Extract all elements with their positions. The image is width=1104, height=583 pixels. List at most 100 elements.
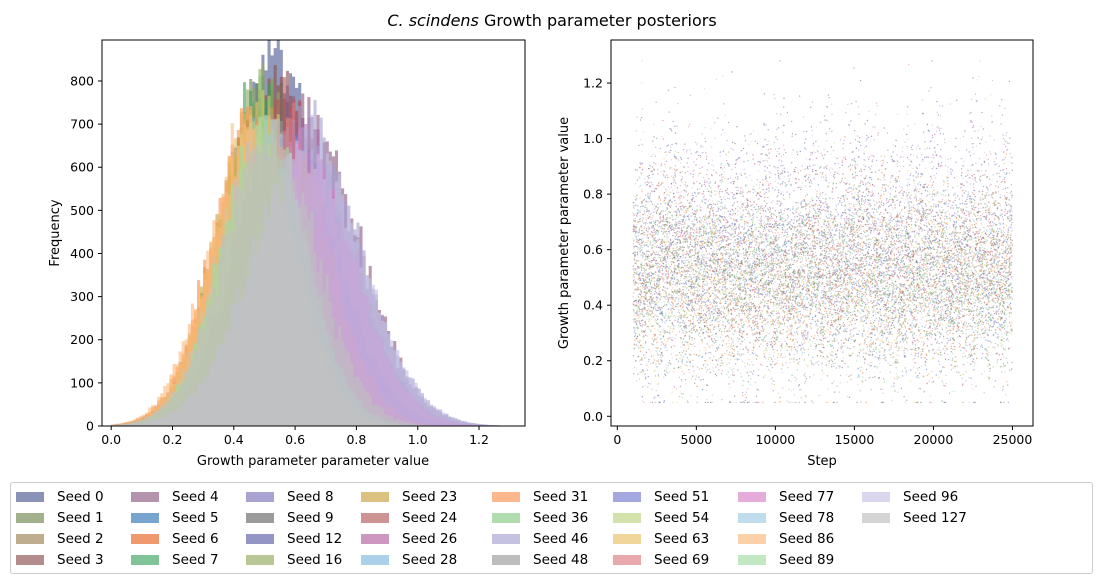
right-y-axis-label: Growth parameter parameter value (557, 117, 572, 349)
legend-label: Seed 96 (903, 489, 959, 505)
legend-item: Seed 9 (246, 508, 334, 528)
legend-item: Seed 28 (361, 550, 457, 570)
legend-swatch (246, 492, 274, 502)
legend-item: Seed 54 (613, 508, 709, 528)
legend-swatch (131, 555, 159, 565)
legend-item: Seed 36 (492, 508, 588, 528)
legend-label: Seed 16 (287, 552, 343, 568)
trace-points-path (632, 101, 1013, 395)
legend-label: Seed 127 (903, 510, 967, 526)
legend-swatch (16, 555, 44, 565)
right-plot: 0 5000 10000 15000 20000 25000 0.00.20.40.60.… (557, 39, 1034, 469)
legend-label: Seed 36 (533, 510, 589, 526)
legend-item: Seed 16 (246, 550, 342, 570)
trace-points-path (632, 113, 1013, 404)
trace-series (632, 101, 1013, 395)
trace-series (632, 140, 1013, 404)
x-tick-label: 5000 (680, 432, 712, 447)
legend-item: Seed 4 (131, 487, 219, 507)
histogram-series (111, 118, 437, 426)
legend-swatch (361, 555, 389, 565)
legend-label: Seed 78 (779, 510, 835, 526)
legend-swatch (613, 534, 641, 544)
right-x-ticks: 0 5000 10000 15000 20000 25000 (613, 426, 1032, 447)
legend-swatch (246, 513, 274, 523)
legend-swatch (131, 492, 159, 502)
y-tick-label: 500 (70, 203, 94, 218)
legend-item: Seed 69 (613, 550, 709, 570)
trace-points-path (632, 140, 1013, 404)
legend-item: Seed 78 (738, 508, 834, 528)
x-tick-label: 0 (613, 432, 621, 447)
legend-swatch (862, 513, 890, 523)
legend-label: Seed 54 (654, 510, 710, 526)
legend-swatch (16, 513, 44, 523)
x-tick-label: 0.2 (163, 432, 183, 447)
x-tick-label: 0.4 (224, 432, 244, 447)
legend-label: Seed 0 (57, 489, 104, 505)
legend-swatch (613, 555, 641, 565)
x-tick-label: 25000 (993, 432, 1033, 447)
trace-points-path (632, 60, 1013, 404)
legend-item: Seed 51 (613, 487, 709, 507)
trace-series (632, 113, 1013, 404)
legend-item: Seed 1 (16, 508, 104, 528)
y-tick-label: 600 (70, 160, 94, 175)
legend-label: Seed 9 (287, 510, 334, 526)
x-tick-label: 0.6 (285, 432, 305, 447)
legend-label: Seed 2 (57, 531, 104, 547)
legend-swatch (131, 534, 159, 544)
y-tick-label: 700 (70, 117, 94, 132)
left-x-ticks: 0.0 0.2 0.4 0.6 0.8 1.0 1.2 (101, 426, 489, 447)
right-plot-frame (610, 39, 1034, 427)
legend-item: Seed 77 (738, 487, 834, 507)
legend-item: Seed 24 (361, 508, 457, 528)
legend: Seed 0 Seed 1 Seed 2 Seed 3 Seed 4 Seed 5 Seed… (10, 482, 1093, 574)
legend-label: Seed 77 (779, 489, 835, 505)
legend-item: Seed 46 (492, 529, 588, 549)
y-tick-label: 0.4 (583, 298, 603, 313)
legend-item: Seed 127 (862, 508, 967, 528)
y-tick-label: 0 (86, 419, 94, 434)
left-plot: 0.0 0.2 0.4 0.6 0.8 1.0 1.2 0 100 200 300 400 500 60… (48, 39, 526, 469)
trace-series (632, 113, 1013, 404)
legend-item: Seed 5 (131, 508, 219, 528)
legend-label: Seed 31 (533, 489, 589, 505)
legend-item: Seed 86 (738, 529, 834, 549)
left-y-axis-label: Frequency (48, 199, 63, 266)
trace-points-path (632, 113, 1013, 404)
legend-item: Seed 3 (16, 550, 104, 570)
x-tick-label: 1.2 (469, 432, 489, 447)
legend-label: Seed 86 (779, 531, 835, 547)
legend-label: Seed 5 (172, 510, 219, 526)
legend-item: Seed 23 (361, 487, 457, 507)
legend-label: Seed 28 (402, 552, 458, 568)
legend-swatch (492, 513, 520, 523)
legend-swatch (738, 555, 766, 565)
figure-title-rest: Growth parameter posteriors (479, 11, 717, 30)
y-tick-label: 200 (70, 332, 94, 347)
legend-item: Seed 89 (738, 550, 834, 570)
x-tick-label: 1.0 (408, 432, 428, 447)
legend-item: Seed 48 (492, 550, 588, 570)
legend-item: Seed 26 (361, 529, 457, 549)
legend-swatch (492, 555, 520, 565)
legend-label: Seed 1 (57, 510, 104, 526)
legend-swatch (131, 513, 159, 523)
legend-item: Seed 31 (492, 487, 588, 507)
x-tick-label: 10000 (755, 432, 795, 447)
legend-label: Seed 12 (287, 531, 343, 547)
y-tick-label: 0.8 (583, 187, 603, 202)
legend-swatch (492, 492, 520, 502)
legend-swatch (738, 534, 766, 544)
legend-swatch (246, 534, 274, 544)
legend-label: Seed 6 (172, 531, 219, 547)
legend-label: Seed 8 (287, 489, 334, 505)
trace-series (632, 60, 1013, 404)
legend-swatch (16, 492, 44, 502)
legend-swatch (16, 534, 44, 544)
y-tick-label: 300 (70, 289, 94, 304)
figure-title-italic: C. scindens (387, 11, 479, 30)
right-y-ticks: 0.0 0.2 0.4 0.6 0.8 1.0 1.2 (583, 76, 611, 424)
